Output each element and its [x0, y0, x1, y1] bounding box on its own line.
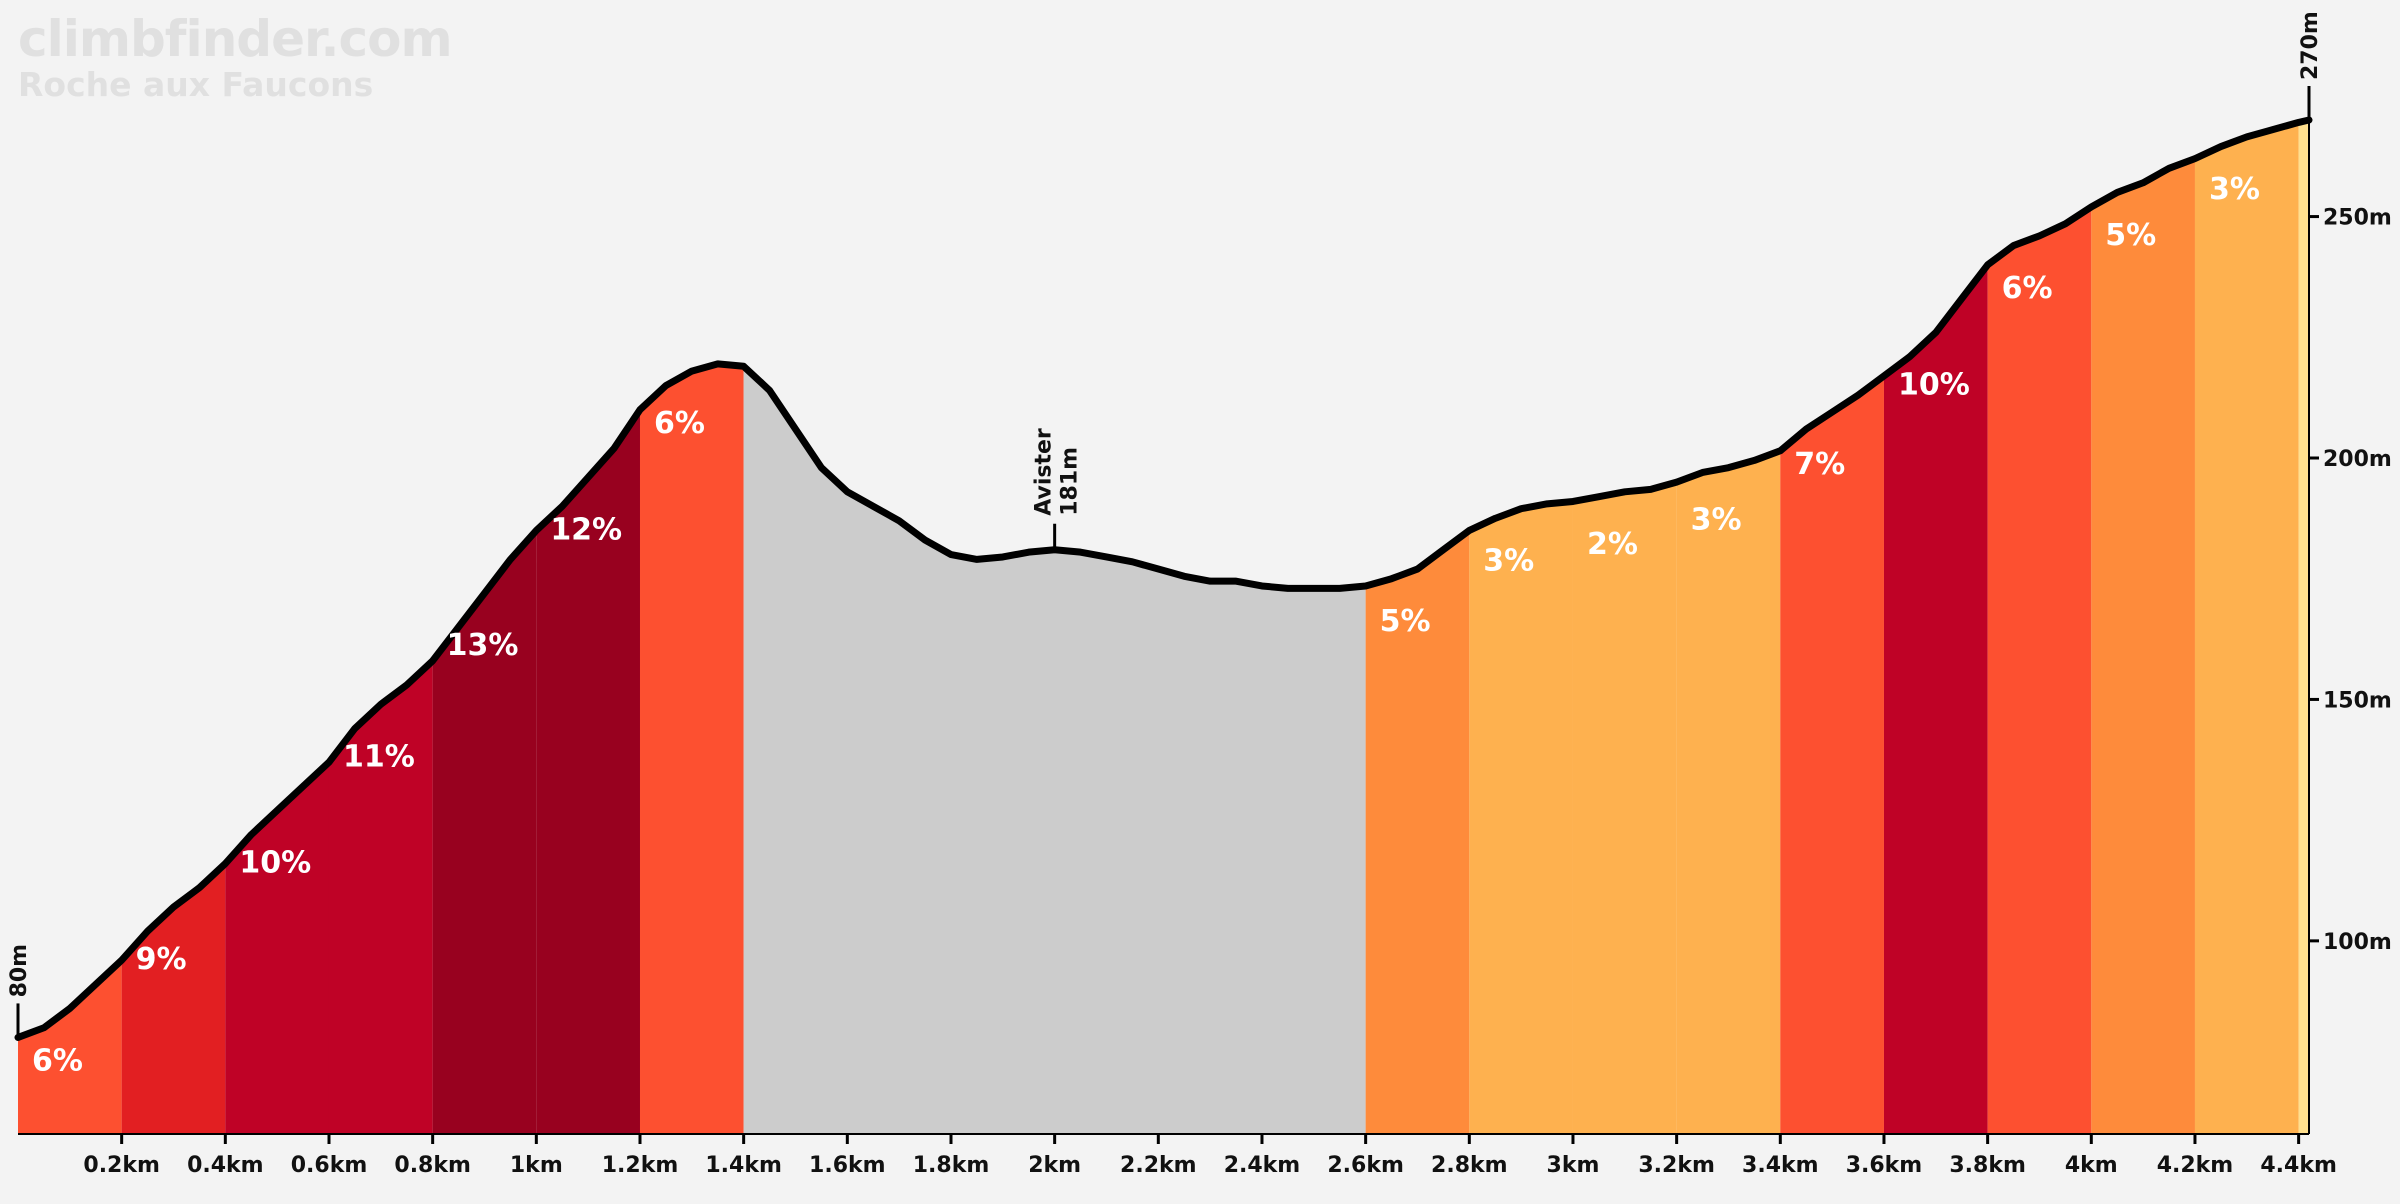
- x-tick-label-3: 0.8km: [394, 1153, 471, 1178]
- gradient-segment-4: [432, 530, 537, 1134]
- x-tick-label-20: 4.2km: [2157, 1153, 2234, 1178]
- gradient-segment-12: [1780, 375, 1884, 1134]
- gradient-label-3: 11%: [343, 739, 415, 774]
- annotation-name-0: Avister: [1032, 428, 1057, 516]
- y-tick-label-0: 100m: [2323, 930, 2392, 955]
- x-tick-label-4: 1km: [510, 1153, 563, 1178]
- x-tick-label-19: 4km: [2065, 1153, 2118, 1178]
- gradient-segment-11: [1676, 450, 1781, 1134]
- gradient-segment-7: [743, 366, 1366, 1134]
- x-tick-label-21: 4.4km: [2260, 1153, 2337, 1178]
- x-tick-label-10: 2.2km: [1120, 1153, 1197, 1178]
- gradient-segment-14: [1987, 206, 2092, 1134]
- y-tick-label-3: 250m: [2323, 206, 2392, 231]
- gradient-label-4: 13%: [447, 628, 519, 663]
- profile-line: [14, 116, 2313, 1041]
- gradient-segment-5: [536, 409, 640, 1134]
- gradient-segment-0: [18, 960, 122, 1134]
- end-elevation-label: 270m: [2298, 11, 2323, 80]
- gradient-segment-9: [1469, 501, 1573, 1134]
- x-tick-label-6: 1.4km: [705, 1153, 782, 1178]
- gradient-label-11: 3%: [1691, 503, 1742, 538]
- x-tick-label-18: 3.8km: [1949, 1153, 2026, 1178]
- brand-watermark: climbfinder.com Roche aux Faucons: [18, 10, 453, 104]
- x-tick-label-17: 3.6km: [1846, 1153, 1923, 1178]
- gradient-segment-8: [1365, 530, 1470, 1134]
- gradient-label-0: 6%: [32, 1043, 83, 1078]
- x-tick-label-7: 1.6km: [809, 1153, 886, 1178]
- x-tick-label-11: 2.4km: [1224, 1153, 1301, 1178]
- x-tick-label-0: 0.2km: [83, 1153, 160, 1178]
- gradient-segment-1: [121, 863, 226, 1134]
- gradient-label-14: 6%: [2002, 271, 2053, 306]
- x-tick-label-9: 2km: [1028, 1153, 1081, 1178]
- x-tick-label-8: 1.8km: [913, 1153, 990, 1178]
- gradient-label-15: 5%: [2105, 218, 2156, 253]
- gradient-segment-6: [639, 363, 744, 1134]
- gradient-segment-3: [328, 660, 433, 1134]
- gradient-label-6: 6%: [654, 406, 705, 441]
- x-tick-label-14: 3km: [1547, 1153, 1600, 1178]
- gradient-label-12: 7%: [1794, 447, 1845, 482]
- gradient-label-1: 9%: [136, 942, 187, 977]
- gradient-segment-2: [225, 762, 329, 1134]
- y-tick-label-2: 200m: [2323, 447, 2392, 472]
- gradient-segment-15: [2091, 158, 2195, 1135]
- gradient-label-16: 3%: [2209, 172, 2260, 207]
- y-tick-label-1: 150m: [2323, 688, 2392, 713]
- gradient-segment-16: [2194, 122, 2299, 1134]
- brand-site-name: climbfinder.com: [18, 10, 453, 68]
- x-tick-label-5: 1.2km: [602, 1153, 679, 1178]
- annotation-elevation-0: 181m: [1058, 447, 1083, 516]
- gradient-segment-10: [1572, 482, 1677, 1135]
- x-tick-label-16: 3.4km: [1742, 1153, 1819, 1178]
- gradient-label-8: 5%: [1380, 604, 1431, 639]
- x-tick-label-13: 2.8km: [1431, 1153, 1508, 1178]
- x-tick-label-15: 3.2km: [1638, 1153, 1715, 1178]
- gradient-label-10: 2%: [1587, 527, 1638, 562]
- gradient-segment-13: [1883, 264, 1988, 1134]
- x-tick-label-1: 0.4km: [187, 1153, 264, 1178]
- gradient-label-13: 10%: [1898, 367, 1970, 402]
- x-tick-label-2: 0.6km: [291, 1153, 368, 1178]
- gradient-label-9: 3%: [1483, 544, 1534, 579]
- climb-name: Roche aux Faucons: [18, 65, 374, 104]
- start-elevation-label: 80m: [7, 944, 32, 998]
- x-tick-label-12: 2.6km: [1327, 1153, 1404, 1178]
- gradient-label-5: 12%: [550, 512, 622, 547]
- gradient-segment-17: [2298, 120, 2309, 1134]
- gradient-label-2: 10%: [239, 845, 311, 880]
